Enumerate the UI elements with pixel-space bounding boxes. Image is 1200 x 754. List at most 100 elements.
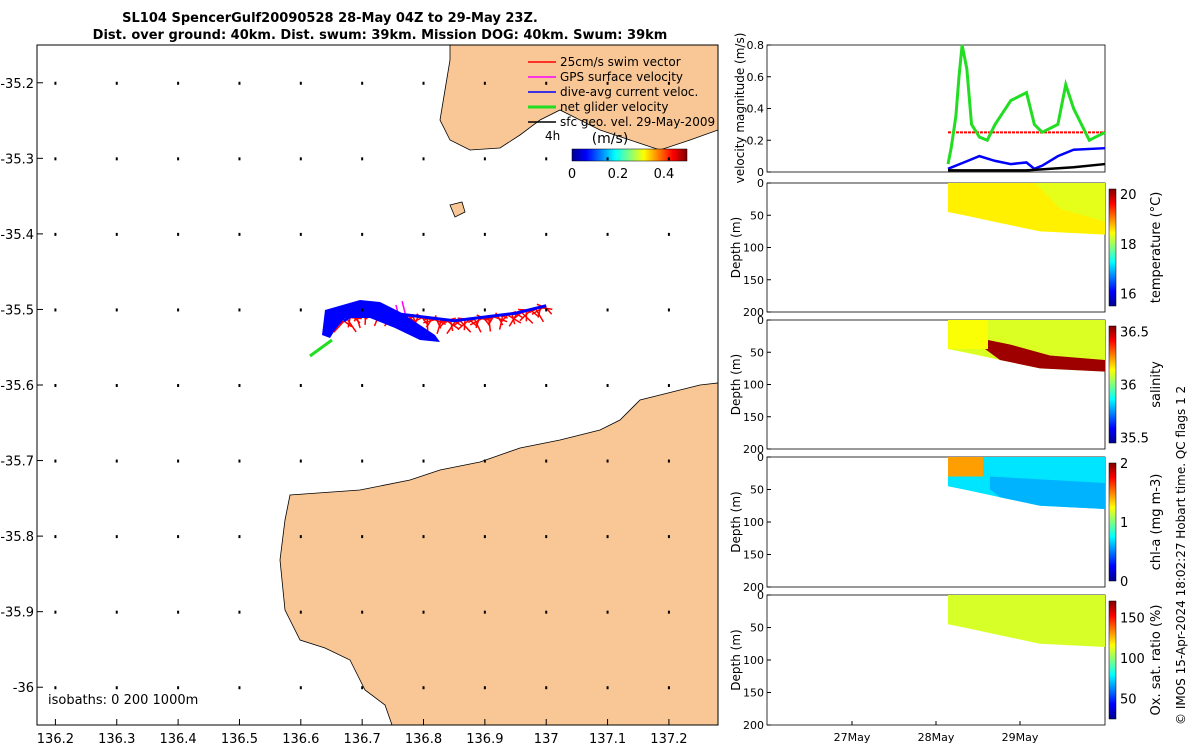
isobath-marker bbox=[177, 384, 179, 387]
velocity-y-tick-label: 0.2 bbox=[747, 134, 765, 147]
isobath-marker bbox=[238, 233, 240, 236]
isobath-marker bbox=[54, 308, 56, 311]
isobath-marker bbox=[545, 460, 547, 463]
map-x-tick-label: 137.2 bbox=[650, 732, 687, 747]
isobath-marker bbox=[116, 611, 118, 614]
chla-high-patch bbox=[948, 457, 983, 477]
map-y-tick-label: -35.3 bbox=[0, 152, 34, 167]
depth-tick-label: 150 bbox=[743, 411, 764, 424]
isobath-marker bbox=[300, 308, 302, 311]
isobath-marker bbox=[668, 308, 670, 311]
depth-tick-label: 50 bbox=[750, 346, 764, 359]
imos-footer: © IMOS 15-Apr-2024 18:02:27 Hobart time.… bbox=[1174, 386, 1188, 725]
map-x-tick-label: 137 bbox=[534, 732, 559, 747]
legend-label: GPS surface velocity bbox=[560, 70, 683, 84]
isobath-marker bbox=[545, 535, 547, 538]
time-tick-label: 27May bbox=[834, 731, 871, 744]
salinity-colorbar-tick: 36.5 bbox=[1120, 325, 1149, 340]
isobath-marker bbox=[54, 686, 56, 689]
isobath-marker bbox=[361, 460, 363, 463]
isobath-marker bbox=[668, 611, 670, 614]
salinity-colorbar bbox=[1109, 326, 1116, 443]
isobath-marker bbox=[116, 233, 118, 236]
isobath-marker bbox=[361, 82, 363, 85]
isobath-marker bbox=[361, 233, 363, 236]
isobath-marker bbox=[238, 686, 240, 689]
map-y-tick-label: -36 bbox=[13, 681, 34, 696]
isobath-marker bbox=[545, 82, 547, 85]
depth-label: Depth (m) bbox=[729, 491, 743, 552]
colorbar-label: (m/s) bbox=[592, 131, 629, 147]
isobath-marker bbox=[545, 233, 547, 236]
title-line-2: Dist. over ground: 40km. Dist. swum: 39k… bbox=[93, 28, 668, 43]
legend-label: net glider velocity bbox=[560, 100, 668, 114]
isobath-marker bbox=[177, 460, 179, 463]
title-line-1: SL104 SpencerGulf20090528 28-May 04Z to … bbox=[122, 11, 538, 26]
depth-label: Depth (m) bbox=[729, 217, 743, 278]
velocity-ylabel: velocity magnitude (m/s) bbox=[733, 33, 747, 184]
salinity-colorbar-label: salinity bbox=[1149, 361, 1164, 408]
map-x-tick-label: 136.6 bbox=[282, 732, 319, 747]
isobath-marker bbox=[116, 686, 118, 689]
salinity-surface-patch bbox=[948, 320, 988, 349]
scale-label-4h: 4h bbox=[545, 129, 560, 143]
isobath-marker bbox=[607, 686, 609, 689]
legend-label: dive-avg current veloc. bbox=[560, 85, 698, 99]
isobath-marker bbox=[116, 308, 118, 311]
isobath-marker bbox=[668, 535, 670, 538]
isobath-marker bbox=[423, 686, 425, 689]
isobath-marker bbox=[300, 384, 302, 387]
isobath-marker bbox=[177, 535, 179, 538]
depth-tick-label: 50 bbox=[750, 622, 764, 635]
depth-tick-label: 150 bbox=[743, 549, 764, 562]
isobath-marker bbox=[300, 460, 302, 463]
isobath-marker bbox=[607, 233, 609, 236]
map-x-tick-label: 136.5 bbox=[221, 732, 258, 747]
map-y-tick-label: -35.2 bbox=[0, 77, 34, 92]
isobath-marker bbox=[484, 233, 486, 236]
isobath-marker bbox=[300, 157, 302, 160]
isobath-marker bbox=[361, 535, 363, 538]
isobath-marker bbox=[54, 611, 56, 614]
isobath-marker bbox=[423, 157, 425, 160]
isobath-marker bbox=[116, 157, 118, 160]
velocity-panel: 00.20.40.60.8 velocity magnitude (m/s) bbox=[733, 33, 1105, 184]
isobath-marker bbox=[238, 384, 240, 387]
isobath-marker bbox=[116, 460, 118, 463]
depth-tick-label: 150 bbox=[743, 274, 764, 287]
isobath-marker bbox=[545, 157, 547, 160]
isobath-marker bbox=[116, 535, 118, 538]
colorbar-tick-label: 0.4 bbox=[654, 167, 675, 182]
isobath-marker bbox=[116, 82, 118, 85]
isobath-marker bbox=[177, 82, 179, 85]
depth-tick-label: 0 bbox=[757, 451, 764, 464]
map-x-tick-label: 136.3 bbox=[98, 732, 135, 747]
oxygen-colorbar-tick: 50 bbox=[1120, 693, 1137, 708]
isobath-marker bbox=[54, 82, 56, 85]
depth-tick-label: 100 bbox=[743, 242, 764, 255]
depth-tick-label: 200 bbox=[743, 719, 764, 732]
temperature-colorbar-tick: 20 bbox=[1120, 188, 1137, 203]
isobath-marker bbox=[484, 611, 486, 614]
map-y-tick-label: -35.9 bbox=[0, 606, 34, 621]
velocity-frame bbox=[767, 45, 1105, 172]
isobath-marker bbox=[177, 233, 179, 236]
isobath-marker bbox=[238, 460, 240, 463]
isobath-marker bbox=[423, 384, 425, 387]
isobath-marker bbox=[668, 686, 670, 689]
depth-tick-label: 50 bbox=[750, 484, 764, 497]
isobath-marker bbox=[54, 157, 56, 160]
isobath-marker bbox=[177, 308, 179, 311]
isobath-marker bbox=[238, 611, 240, 614]
salinity-colorbar-tick: 35.5 bbox=[1120, 432, 1149, 447]
isobath-marker bbox=[361, 611, 363, 614]
isobath-marker bbox=[361, 384, 363, 387]
isobath-marker bbox=[116, 384, 118, 387]
map-x-tick-label: 136.9 bbox=[466, 732, 503, 747]
isobath-marker bbox=[607, 611, 609, 614]
isobath-marker bbox=[423, 535, 425, 538]
